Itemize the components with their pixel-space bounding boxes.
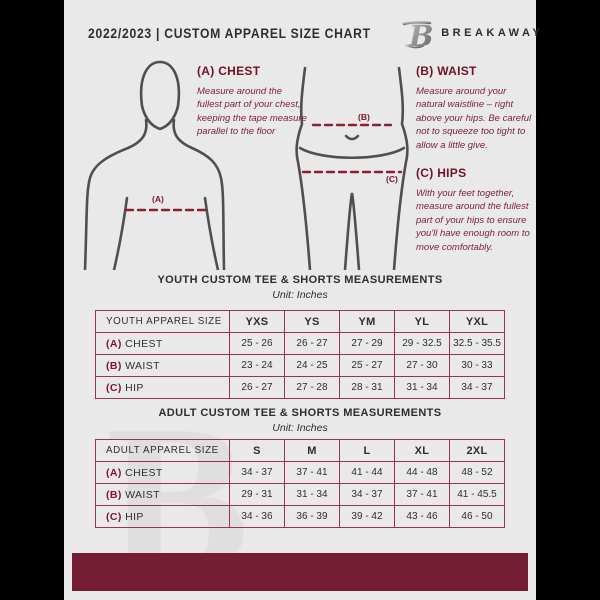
youth_table-header-3: YM	[339, 310, 395, 333]
adult_table-cell-2-0: 34 - 36	[229, 505, 285, 528]
upper-body-figure	[83, 60, 226, 270]
adult_table-row-1-label: (B) WAIST	[95, 483, 230, 506]
youth_table-row-1-label: (B) WAIST	[95, 354, 230, 377]
hips-marker-label: (C)	[386, 174, 398, 184]
waist-guide-heading: (B) WAIST	[416, 64, 477, 78]
size-chart-page: 2022/2023 | CUSTOM APPAREL SIZE CHART B …	[64, 0, 540, 600]
youth_table-cell-1-1: 24 - 25	[284, 354, 340, 377]
youth-size-table: YOUTH APPAREL SIZE YXS YS YM YL YXL (A) CHEST 2…	[95, 310, 505, 399]
youth_table-cell-1-3: 27 - 30	[394, 354, 450, 377]
table-header-row: ADULT APPAREL SIZE S M L XL 2XL	[95, 439, 505, 462]
table-row: (C) HIP 34 - 36 36 - 39 39 - 42 43 - 46 46 - …	[95, 505, 505, 528]
row-prefix: (B)	[106, 488, 122, 501]
adult-size-table: ADULT APPAREL SIZE S M L XL 2XL (A) CHEST 34 - …	[95, 439, 505, 528]
youth_table-cell-0-0: 25 - 26	[229, 332, 285, 355]
adult_table-cell-2-3: 43 - 46	[394, 505, 450, 528]
youth_table-cell-0-2: 27 - 29	[339, 332, 395, 355]
adult_table-cell-2-4: 46 - 50	[449, 505, 505, 528]
adult_table-cell-0-4: 48 - 52	[449, 461, 505, 484]
adult_table-cell-0-2: 41 - 44	[339, 461, 395, 484]
footer-accent-bar	[72, 553, 528, 591]
adult_table-header-0: ADULT APPAREL SIZE	[95, 439, 230, 462]
youth_table-header-0: YOUTH APPAREL SIZE	[95, 310, 230, 333]
waist-guide: (B) WAIST Measure around your natural wa…	[416, 64, 534, 152]
row-prefix: (B)	[106, 359, 122, 372]
youth_table-cell-2-0: 26 - 27	[229, 376, 285, 399]
page-title: 2022/2023 | CUSTOM APPAREL SIZE CHART	[88, 25, 371, 41]
adult_table-cell-0-0: 34 - 37	[229, 461, 285, 484]
adult-section-title: ADULT CUSTOM TEE & SHORTS MEASUREMENTS	[158, 407, 442, 419]
page-header: 2022/2023 | CUSTOM APPAREL SIZE CHART B …	[88, 16, 540, 50]
adult_table-header-1: S	[229, 439, 285, 462]
youth_table-cell-2-3: 31 - 34	[394, 376, 450, 399]
adult_table-cell-2-2: 39 - 42	[339, 505, 395, 528]
youth_table-cell-2-4: 34 - 37	[449, 376, 505, 399]
table-row: (B) WAIST 23 - 24 24 - 25 25 - 27 27 - 30 30 …	[95, 354, 505, 377]
table-header-row: YOUTH APPAREL SIZE YXS YS YM YL YXL	[95, 310, 505, 333]
chest-marker-label: (A)	[152, 194, 164, 204]
table-row: (B) WAIST 29 - 31 31 - 34 34 - 37 37 - 41 41 …	[95, 483, 505, 506]
svg-text:B: B	[408, 19, 434, 50]
hips-guide: (C) HIPS With your feet together, measur…	[416, 166, 536, 254]
adult_table-row-2-label: (C) HIP	[95, 505, 230, 528]
table-row: (A) CHEST 34 - 37 37 - 41 41 - 44 44 - 48 48 …	[95, 461, 505, 484]
youth_table-cell-0-4: 32.5 - 35.5	[449, 332, 505, 355]
adult_table-cell-1-4: 41 - 45.5	[449, 483, 505, 506]
brand-lockup: B BREAKAWAY	[402, 16, 543, 50]
adult_table-cell-1-0: 29 - 31	[229, 483, 285, 506]
youth_table-header-2: YS	[284, 310, 340, 333]
brand-name: BREAKAWAY	[441, 27, 544, 39]
youth_table-header-5: YXL	[449, 310, 505, 333]
table-row: (A) CHEST 25 - 26 26 - 27 27 - 29 29 - 32.5 3…	[95, 332, 505, 355]
youth_table-cell-2-2: 28 - 31	[339, 376, 395, 399]
hips-guide-text: With your feet together, measure around …	[416, 188, 530, 253]
lower-body-figure	[295, 66, 409, 270]
adult_table-header-2: M	[284, 439, 340, 462]
chest-guide-text: Measure around the fullest part of your …	[197, 86, 307, 138]
youth_table-header-1: YXS	[229, 310, 285, 333]
adult_table-header-3: L	[339, 439, 395, 462]
youth_table-cell-0-1: 26 - 27	[284, 332, 340, 355]
youth_table-header-4: YL	[394, 310, 450, 333]
row-prefix: (A)	[106, 337, 122, 350]
adult_table-cell-1-2: 34 - 37	[339, 483, 395, 506]
breakaway-logo-icon: B	[402, 19, 434, 50]
waist-guide-text: Measure around your natural waistline – …	[416, 86, 532, 151]
row-prefix: (A)	[106, 466, 122, 479]
chest-guide-heading: (A) CHEST	[197, 64, 261, 78]
adult_table-header-4: XL	[394, 439, 450, 462]
adult_table-header-5: 2XL	[449, 439, 505, 462]
table-row: (C) HIP 26 - 27 27 - 28 28 - 31 31 - 34 34 - …	[95, 376, 505, 399]
waist-marker-label: (B)	[358, 112, 370, 122]
youth_table-cell-1-2: 25 - 27	[339, 354, 395, 377]
hips-guide-heading: (C) HIPS	[416, 166, 467, 180]
youth_table-cell-1-4: 30 - 33	[449, 354, 505, 377]
youth_table-cell-0-3: 29 - 32.5	[394, 332, 450, 355]
adult-section-unit: Unit: Inches	[272, 422, 328, 434]
youth-section-title: YOUTH CUSTOM TEE & SHORTS MEASUREMENTS	[157, 274, 443, 286]
adult_table-cell-0-3: 44 - 48	[394, 461, 450, 484]
youth_table-row-2-label: (C) HIP	[95, 376, 230, 399]
adult_table-row-0-label: (A) CHEST	[95, 461, 230, 484]
row-prefix: (C)	[106, 510, 122, 523]
adult_table-cell-0-1: 37 - 41	[284, 461, 340, 484]
adult_table-cell-1-1: 31 - 34	[284, 483, 340, 506]
adult_table-cell-2-1: 36 - 39	[284, 505, 340, 528]
youth-section-unit: Unit: Inches	[272, 289, 328, 301]
row-prefix: (C)	[106, 381, 122, 394]
youth_table-cell-1-0: 23 - 24	[229, 354, 285, 377]
chest-guide: (A) CHEST Measure around the fullest par…	[197, 64, 307, 139]
youth_table-cell-2-1: 27 - 28	[284, 376, 340, 399]
youth_table-row-0-label: (A) CHEST	[95, 332, 230, 355]
adult_table-cell-1-3: 37 - 41	[394, 483, 450, 506]
